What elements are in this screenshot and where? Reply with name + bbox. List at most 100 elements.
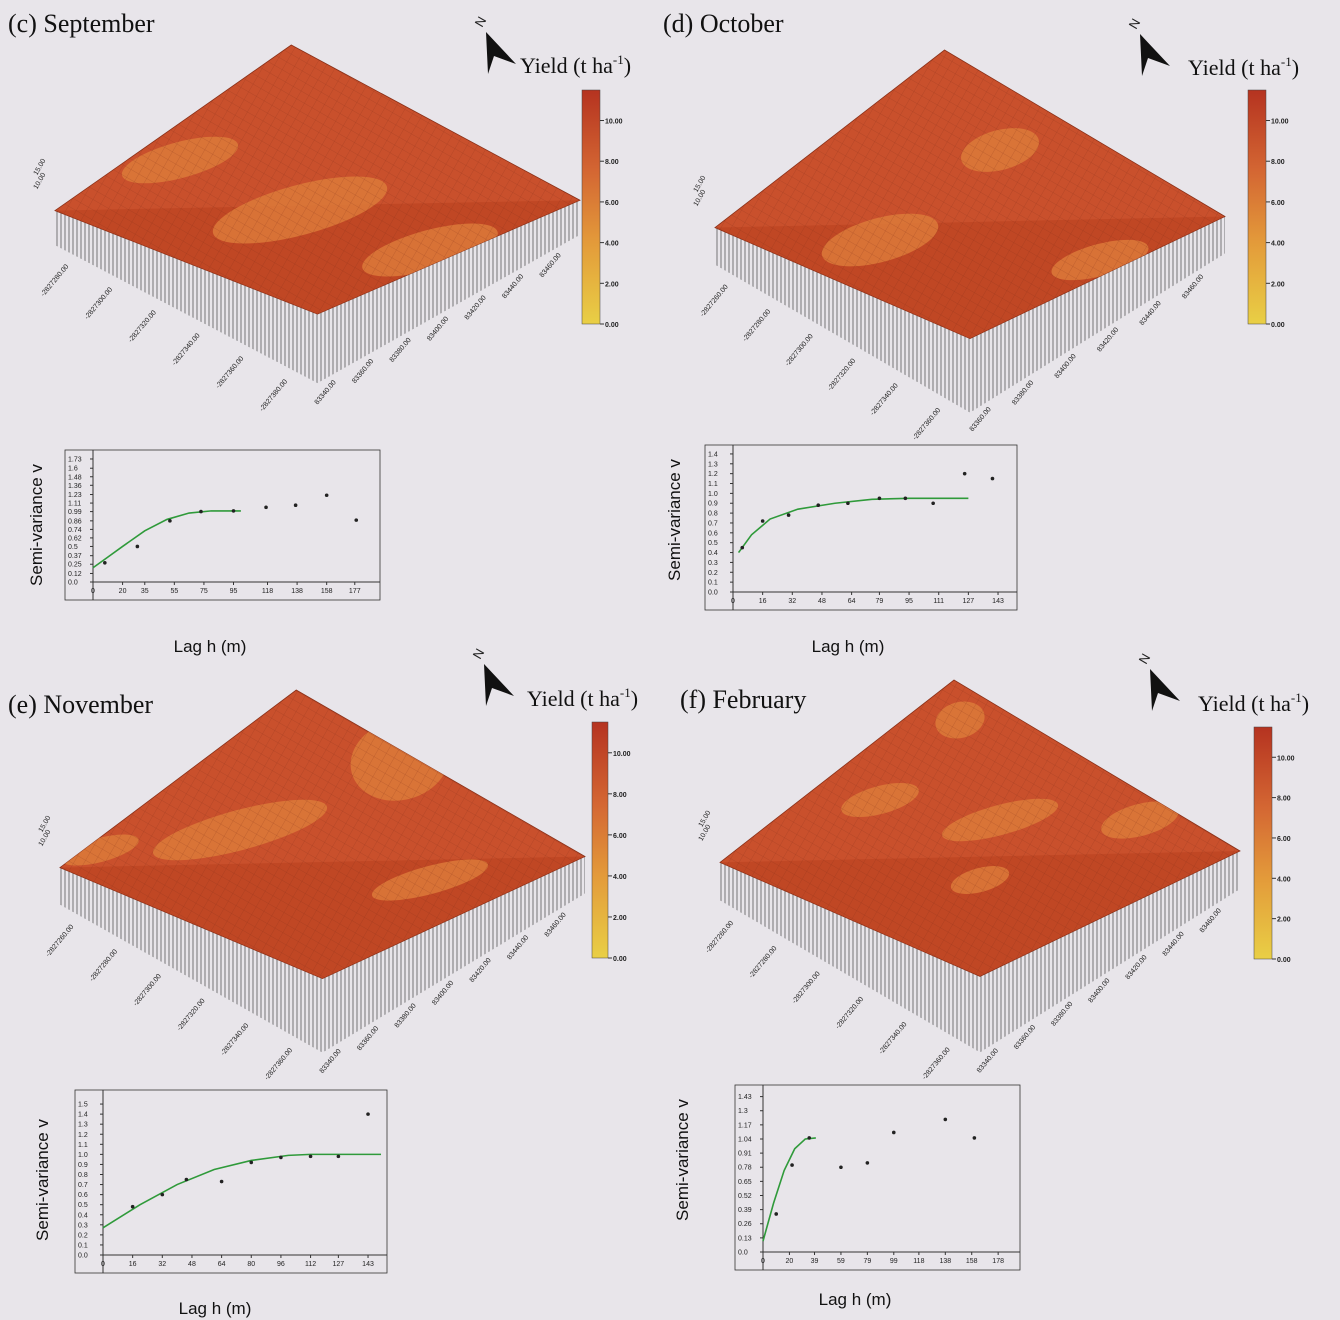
semivariance-point [892, 1131, 896, 1135]
x-tick-label: 95 [905, 598, 913, 605]
x-tick-label: 20 [786, 1258, 794, 1265]
y-tick-label: 0.8 [708, 511, 718, 518]
y-tick-label: 0.99 [68, 509, 82, 516]
x-tick-label: 0 [101, 1261, 105, 1268]
x-tick-label: 143 [362, 1261, 374, 1268]
x-tick-label: 118 [262, 588, 273, 595]
legend-colorbar [582, 90, 600, 324]
semivariance-point [973, 1136, 977, 1140]
legend-title-sup: -1 [613, 52, 624, 67]
panel-label: (c) September [8, 9, 155, 38]
x-tick-label: 48 [188, 1261, 196, 1268]
y-tick-label: 0.12 [68, 571, 82, 578]
y-tick-label: 0.5 [708, 540, 718, 547]
x-tick-label: 0 [761, 1258, 765, 1265]
semivariance-point [220, 1180, 224, 1184]
x-tick-label: 178 [992, 1258, 1004, 1265]
legend-tick-label: 4.00 [1271, 241, 1285, 248]
y-tick-label: 0.7 [708, 520, 718, 527]
x-tick-label: 0 [91, 588, 95, 595]
panel-label: (d) October [663, 9, 784, 38]
y-tick-label: 0.0 [68, 580, 78, 587]
x-tick-label: 35 [141, 588, 149, 595]
legend-tick-label: 8.00 [1277, 796, 1291, 803]
semivariance-point [103, 561, 107, 565]
y-tick-label: 0.9 [78, 1162, 88, 1169]
y-tick-label: 0.6 [708, 530, 718, 537]
x-tick-label: 80 [247, 1261, 255, 1268]
y-axis-title: Semi-variance v [27, 464, 46, 586]
semivariance-point [944, 1118, 948, 1122]
x-axis-title: Lag h (m) [174, 637, 247, 656]
y-tick-label: 1.1 [78, 1142, 88, 1149]
semivariance-point [185, 1178, 189, 1182]
y-tick-label: 1.04 [738, 1136, 752, 1143]
y-tick-label: 0.91 [738, 1151, 752, 1158]
y-tick-label: 0.4 [78, 1212, 88, 1219]
y-tick-label: 1.17 [738, 1122, 752, 1129]
semivariance-point [963, 472, 967, 476]
legend-tick-label: 6.00 [613, 833, 627, 840]
y-tick-label: 0.1 [78, 1242, 88, 1249]
semivariance-point [878, 497, 882, 501]
x-tick-label: 64 [848, 598, 856, 605]
y-tick-label: 1.3 [78, 1122, 88, 1129]
y-tick-label: 0.62 [68, 535, 82, 542]
semivariance-point [816, 503, 820, 507]
y-tick-label: 1.3 [738, 1108, 748, 1115]
legend-title-text: Yield (t ha [1188, 55, 1281, 80]
y-tick-label: 0.86 [68, 518, 82, 525]
legend-tick-label: 0.00 [613, 956, 627, 963]
x-tick-label: 127 [963, 598, 975, 605]
y-tick-label: 0.74 [68, 527, 82, 534]
panel-label: (e) November [8, 690, 153, 719]
x-tick-label: 138 [939, 1258, 951, 1265]
semivariance-point [161, 1193, 165, 1197]
legend-tick-label: 10.00 [1277, 755, 1295, 762]
y-tick-label: 0.65 [738, 1179, 752, 1186]
x-tick-label: 32 [788, 598, 796, 605]
legend-title-sup: -1 [1281, 54, 1292, 69]
legend-tick-label: 6.00 [605, 200, 619, 207]
semivariance-point [337, 1155, 341, 1159]
legend-tick-label: 10.00 [605, 119, 623, 126]
legend-tick-label: 8.00 [613, 792, 627, 799]
x-tick-label: 79 [863, 1258, 871, 1265]
x-tick-label: 111 [933, 598, 944, 605]
y-tick-label: 1.0 [78, 1152, 88, 1159]
semivariance-point [740, 546, 744, 550]
y-tick-label: 0.0 [708, 590, 718, 597]
legend-tick-label: 10.00 [1271, 119, 1289, 126]
semivariance-point [774, 1212, 778, 1216]
legend-colorbar [1254, 727, 1272, 959]
legend-title-text: Yield (t ha [520, 53, 613, 78]
x-tick-label: 48 [818, 598, 826, 605]
y-tick-label: 1.48 [68, 474, 82, 481]
y-tick-label: 0.8 [78, 1172, 88, 1179]
semivariance-point [787, 513, 791, 517]
y-tick-label: 0.0 [738, 1250, 748, 1257]
y-tick-label: 0.9 [708, 501, 718, 508]
semivariance-point [232, 509, 236, 513]
x-tick-label: 64 [218, 1261, 226, 1268]
semivariance-point [790, 1163, 794, 1167]
legend-colorbar [592, 722, 608, 958]
x-tick-label: 75 [200, 588, 208, 595]
x-tick-label: 79 [876, 598, 884, 605]
x-axis-title: Lag h (m) [819, 1290, 892, 1309]
semivariance-point [168, 519, 172, 523]
x-tick-label: 158 [966, 1258, 978, 1265]
semivariance-point [931, 501, 935, 505]
semivariance-point [199, 510, 203, 514]
y-tick-label: 0.2 [708, 570, 718, 577]
y-tick-label: 1.23 [68, 492, 82, 499]
x-tick-label: 143 [992, 598, 1004, 605]
semivariance-point [264, 506, 268, 510]
x-tick-label: 20 [119, 588, 127, 595]
semivariance-point [904, 497, 908, 501]
semivariance-point [807, 1136, 811, 1140]
y-tick-label: 0.6 [78, 1192, 88, 1199]
y-tick-label: 1.0 [708, 491, 718, 498]
legend-title-end: ) [631, 686, 638, 711]
y-tick-label: 0.5 [78, 1202, 88, 1209]
